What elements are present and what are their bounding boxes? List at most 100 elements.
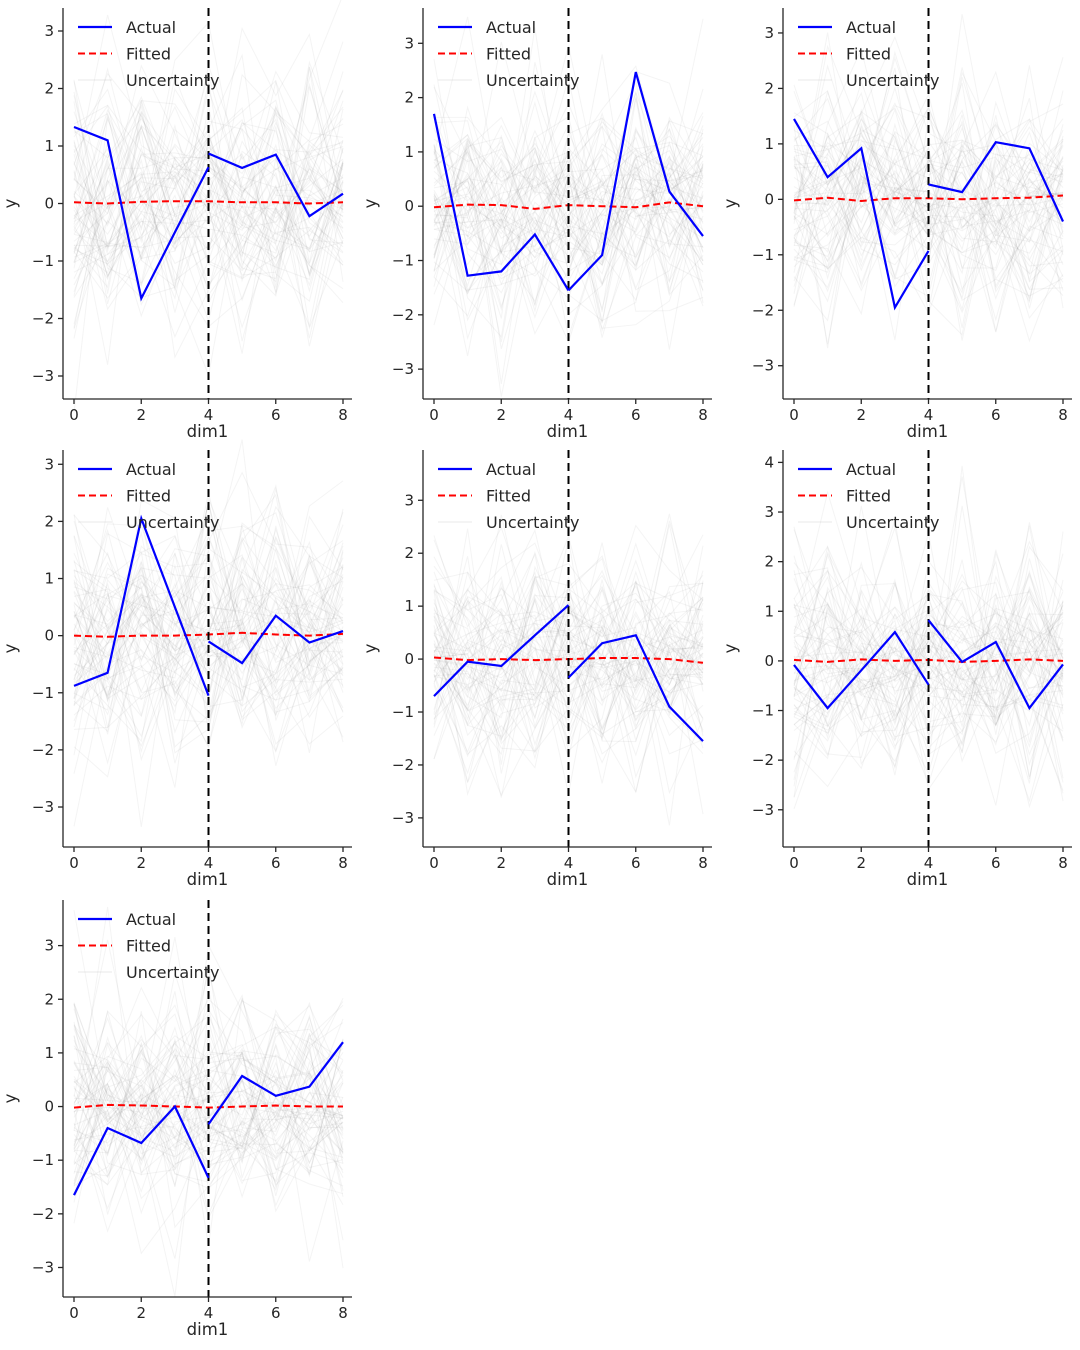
- uncertainty-line: [793, 106, 1064, 319]
- uncertainty-line: [793, 122, 1064, 349]
- actual-line-context: [73, 514, 210, 696]
- uncertainty-line: [73, 1051, 344, 1165]
- uncertainty-line: [73, 540, 344, 716]
- x-tick-label: 8: [698, 406, 708, 424]
- uncertainty-line: [433, 542, 704, 660]
- actual-line-context: [433, 604, 570, 697]
- uncertainty-line: [433, 598, 704, 797]
- uncertainty-line: [793, 587, 1064, 718]
- y-tick-label: 3: [404, 34, 414, 52]
- uncertainty-line: [73, 551, 344, 766]
- uncertainty-line: [73, 1052, 344, 1148]
- y-tick-label: 0: [404, 650, 414, 668]
- actual-line-context: [432, 113, 570, 291]
- uncertainty-line: [433, 565, 704, 735]
- uncertainty-line: [433, 80, 704, 343]
- x-tick-label: 4: [564, 406, 574, 424]
- x-tick-label: 8: [698, 854, 708, 872]
- uncertainty-line: [793, 32, 1064, 246]
- uncertainty-line: [793, 604, 1064, 766]
- x-tick-label: 0: [69, 406, 79, 424]
- uncertainty-line: [73, 1077, 344, 1193]
- x-tick-label: 0: [789, 854, 799, 872]
- uncertainty-line: [433, 552, 704, 721]
- uncertainty-line: [73, 152, 344, 281]
- uncertainty-line: [433, 571, 704, 760]
- uncertainty-line: [433, 116, 704, 397]
- uncertainty-line: [73, 81, 344, 283]
- x-tick-label: 4: [564, 854, 574, 872]
- y-tick-label: 3: [764, 503, 774, 521]
- x-tick-label: 4: [204, 406, 214, 424]
- uncertainty-line: [793, 553, 1064, 776]
- uncertainty-line: [433, 125, 704, 326]
- y-tick-label: 3: [44, 22, 54, 40]
- x-tick-label: 2: [136, 854, 146, 872]
- x-tick-label: 0: [429, 854, 439, 872]
- uncertainty-line: [73, 627, 344, 730]
- uncertainty-line: [433, 585, 704, 760]
- uncertainty-line: [433, 142, 704, 286]
- uncertainty-line: [433, 539, 704, 755]
- uncertainty-line: [793, 173, 1064, 269]
- subplot-5: −3 −2 −1 0 1 2 3 4 0 2 4 6 8 dim1 y Actual Fitted Uncerta…: [720, 437, 1080, 889]
- x-tick-label: 2: [856, 406, 866, 424]
- x-tick-label: 0: [789, 406, 799, 424]
- y-tick-label: −2: [32, 741, 54, 759]
- uncertainty-line: [73, 1062, 344, 1174]
- uncertainty-line: [73, 528, 344, 719]
- x-axis-label: dim1: [907, 870, 949, 889]
- x-tick-label: 8: [338, 406, 348, 424]
- uncertainty-line: [433, 137, 704, 344]
- x-tick-label: 0: [69, 1304, 79, 1322]
- x-tick-label: 4: [924, 854, 934, 872]
- x-tick-label: 0: [69, 854, 79, 872]
- legend-fitted-label: Fitted: [126, 45, 171, 64]
- x-axis-label: dim1: [907, 422, 949, 437]
- x-tick-label: 8: [338, 854, 348, 872]
- y-tick-label: −2: [392, 306, 414, 324]
- uncertainty-line: [73, 1042, 344, 1183]
- uncertainty-line: [73, 1061, 344, 1161]
- x-tick-label: 2: [496, 406, 506, 424]
- uncertainty-line: [793, 621, 1064, 696]
- uncertainty-line: [73, 998, 344, 1175]
- y-tick-label: 2: [44, 80, 54, 98]
- uncertainty-line: [433, 637, 704, 754]
- uncertainty-line: [793, 559, 1064, 743]
- uncertainty-line: [73, 105, 344, 280]
- legend-uncertainty-label: Uncertainty: [846, 513, 939, 532]
- y-axis-label: y: [721, 643, 740, 653]
- uncertainty-line: [793, 505, 1064, 803]
- uncertainty-line: [793, 56, 1064, 238]
- y-tick-label: −3: [752, 801, 774, 819]
- uncertainty-line: [793, 545, 1064, 783]
- y-tick-label: 0: [44, 1098, 54, 1116]
- y-tick-label: 2: [44, 990, 54, 1008]
- uncertainty-line: [73, 535, 344, 774]
- uncertainty-line: [433, 120, 704, 311]
- y-tick-label: −2: [752, 751, 774, 769]
- y-axis-label: y: [1, 643, 20, 653]
- uncertainty-line: [433, 579, 704, 796]
- uncertainty-line: [793, 135, 1064, 333]
- uncertainty-line: [433, 84, 704, 284]
- uncertainty-line: [73, 104, 344, 290]
- y-axis-label: y: [721, 198, 740, 208]
- uncertainty-line: [433, 133, 704, 277]
- uncertainty-line: [433, 539, 704, 743]
- uncertainty-line: [73, 1047, 344, 1213]
- uncertainty-line: [793, 580, 1064, 778]
- uncertainty-line: [73, 1001, 344, 1149]
- uncertainty-line: [793, 558, 1064, 763]
- uncertainty-line: [73, 527, 344, 713]
- uncertainty-line: [433, 562, 704, 743]
- uncertainty-line: [73, 67, 344, 297]
- uncertainty-line: [73, 106, 344, 302]
- actual-line-horizon: [567, 634, 704, 742]
- uncertainty-line: [433, 125, 704, 312]
- legend-actual-label: Actual: [846, 18, 896, 37]
- y-tick-label: −2: [392, 756, 414, 774]
- y-tick-label: −3: [32, 798, 54, 816]
- legend-actual-label: Actual: [486, 460, 536, 479]
